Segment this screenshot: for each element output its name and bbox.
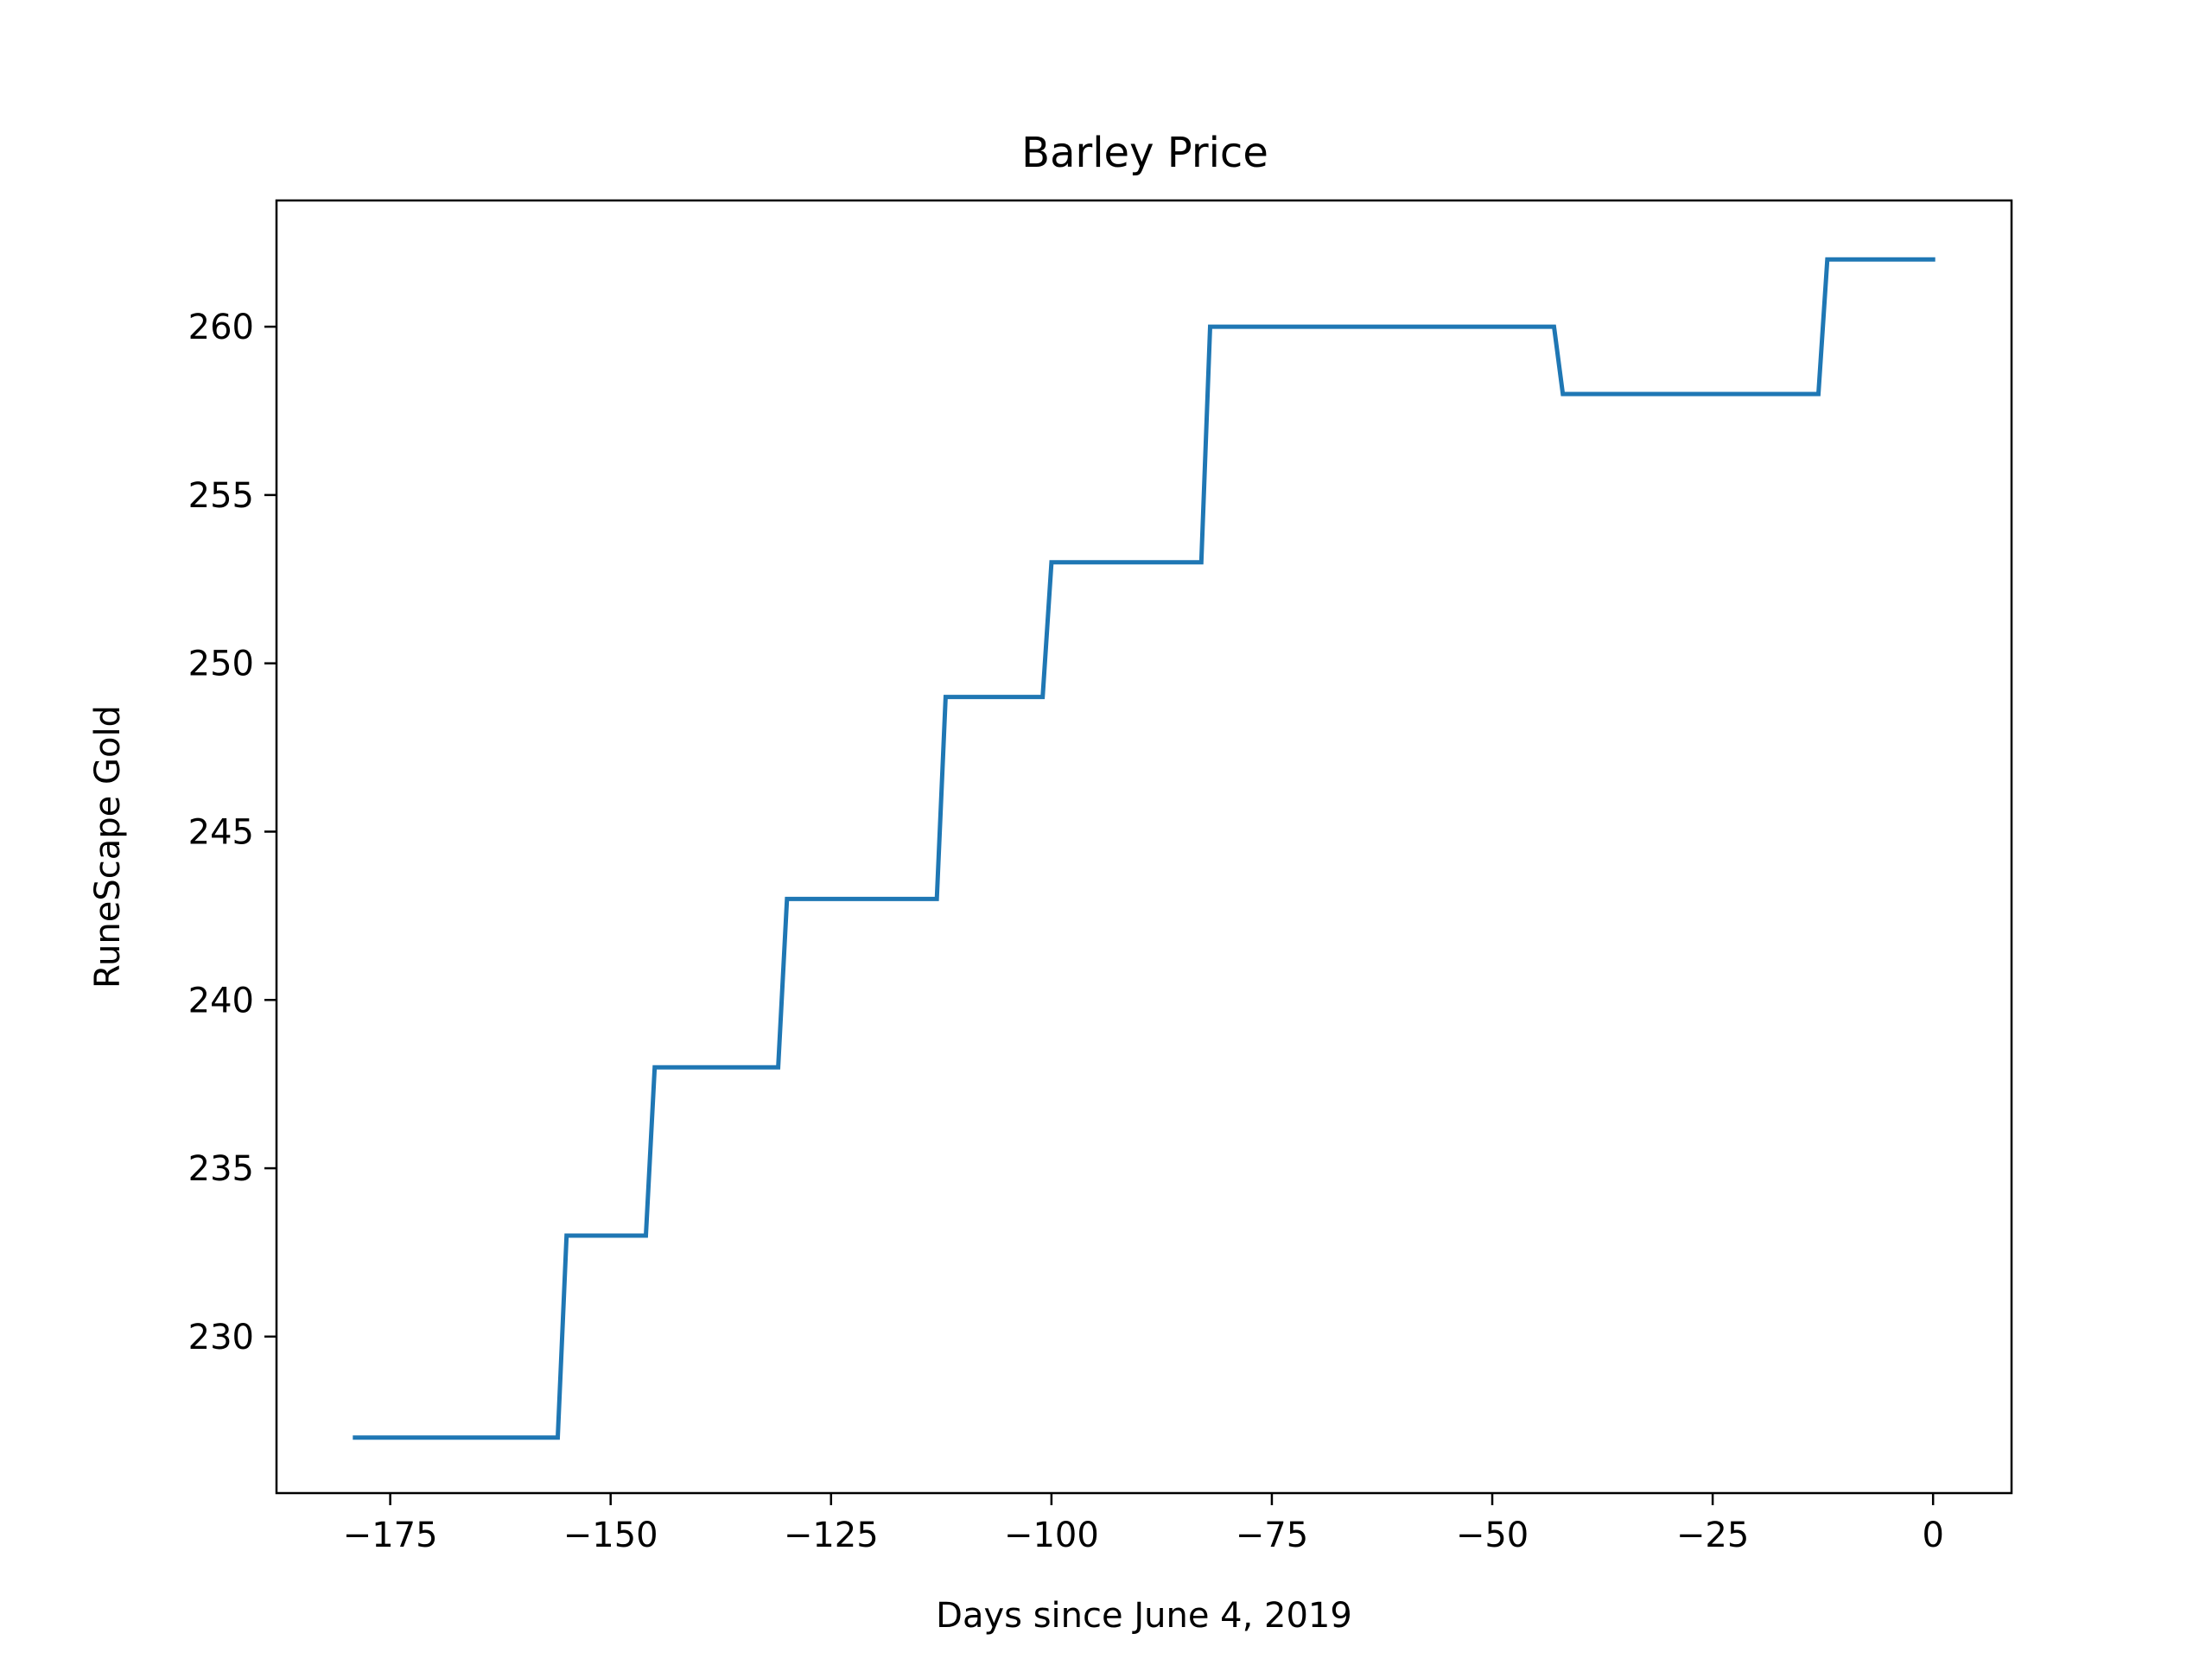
x-tick-label: −25 [1676,1516,1749,1555]
x-axis: −175 −150 −125 −100 −75 −50 −25 0 [343,1493,1944,1555]
x-tick-label: −125 [784,1516,879,1555]
x-axis-label: Days since June 4, 2019 [936,1596,1352,1636]
y-tick-label: 260 [188,308,254,347]
y-tick-label: 255 [188,476,254,516]
x-tick-label: −100 [1004,1516,1099,1555]
y-tick-label: 245 [188,812,254,852]
x-tick-label: −50 [1456,1516,1529,1555]
y-axis: 230 235 240 245 250 255 260 [188,308,276,1357]
x-tick-label: −75 [1236,1516,1308,1555]
y-tick-label: 240 [188,981,254,1020]
x-tick-label: −175 [343,1516,438,1555]
x-tick-label: −150 [563,1516,658,1555]
y-tick-label: 250 [188,645,254,684]
plot-area-frame [275,199,2013,1495]
x-tick-label: 0 [1922,1516,1943,1555]
series-line [353,257,1936,1440]
y-axis-label: RuneScape Gold [88,705,128,988]
chart-title: Barley Price [1021,129,1268,177]
plot-series [353,257,1936,1440]
y-tick-label: 230 [188,1318,254,1357]
y-tick-label: 235 [188,1149,254,1189]
